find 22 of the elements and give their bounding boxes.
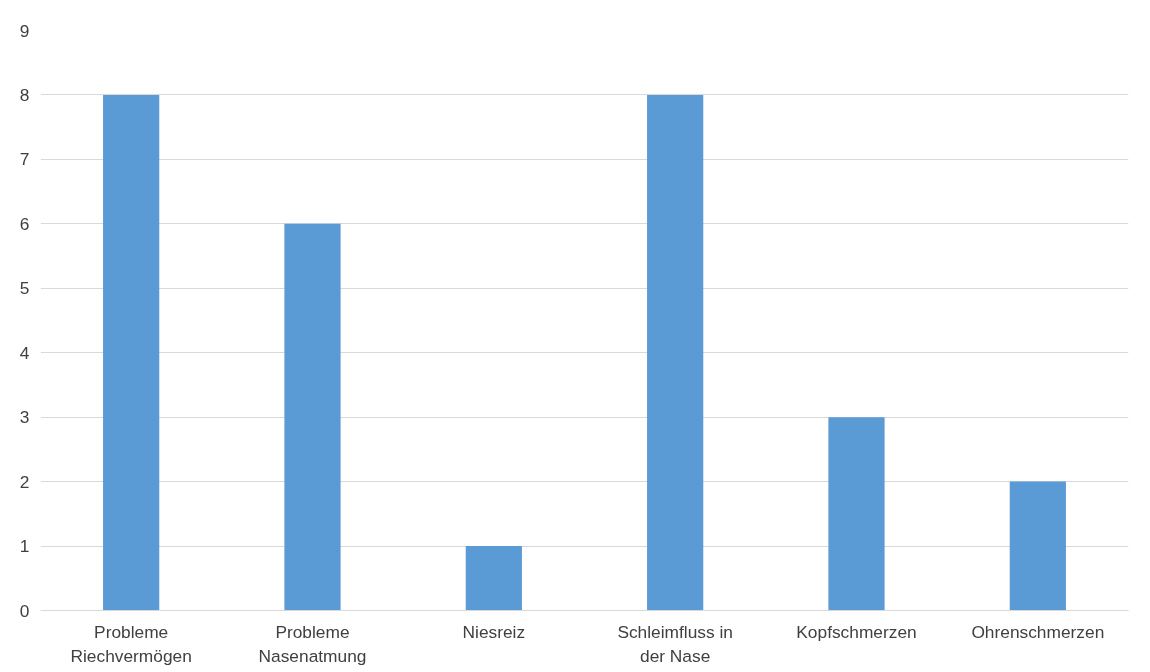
y-tick-label: 9 [19, 20, 30, 41]
y-tick-label: 6 [19, 213, 30, 234]
bar [1009, 481, 1066, 611]
y-tick-label: 8 [19, 84, 30, 105]
x-tick-label: Niesreiz [462, 621, 526, 642]
x-tick-label: Kopfschmerzen [796, 621, 917, 642]
x-tick-label: Probleme Riechvermögen [70, 621, 192, 666]
x-tick-label: Ohrenschmerzen [971, 621, 1105, 642]
bar [103, 94, 160, 611]
x-tick-label: Schleimfluss in der Nase [617, 621, 733, 666]
bar [828, 417, 885, 611]
bar [465, 546, 522, 611]
y-tick-label: 1 [19, 536, 30, 557]
y-tick-label: 7 [19, 149, 30, 170]
bar [647, 94, 704, 611]
x-tick-label: Probleme Nasenatmung [258, 621, 367, 666]
y-tick-label: 0 [19, 600, 30, 621]
y-tick-label: 2 [19, 471, 30, 492]
y-tick-label: 3 [19, 407, 30, 428]
y-tick-label: 5 [19, 278, 30, 299]
y-tick-label: 4 [19, 342, 30, 363]
bar [284, 223, 341, 611]
